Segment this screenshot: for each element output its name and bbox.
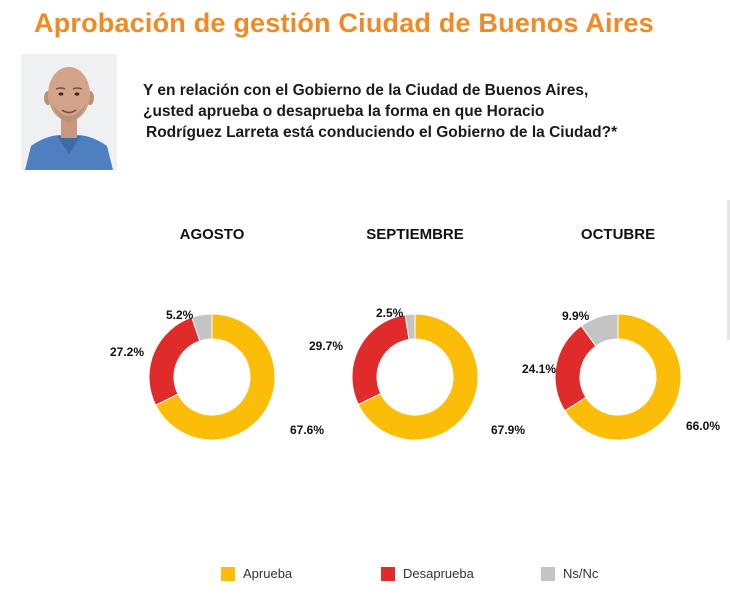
legend-label-aprueba: Aprueba	[243, 566, 293, 581]
survey-question: Y en relación con el Gobierno de la Ciud…	[143, 80, 703, 143]
page-title: Aprobación de gestión Ciudad de Buenos A…	[34, 8, 654, 38]
question-line-2: ¿usted aprueba o desaprueba la forma en …	[143, 103, 545, 120]
legend-label-nsnc: Ns/Nc	[563, 566, 599, 581]
question-line-1: Y en relación con el Gobierno de la Ciud…	[143, 82, 589, 99]
donut-slice-agosto-aprueba	[155, 313, 276, 441]
donut-slice-octubre-nsnc	[580, 313, 619, 347]
person-photo	[21, 54, 117, 170]
donut-slice-octubre-desaprueba	[554, 325, 597, 412]
legend-label-desaprueba: Desaprueba	[403, 566, 474, 581]
slice-label-agosto-aprueba: 67.6%	[290, 423, 324, 437]
person-photo-illustration	[21, 54, 117, 170]
donut-slice-agosto-nsnc	[191, 313, 213, 342]
legend-swatch-desaprueba	[381, 567, 395, 581]
slice-label-agosto-desaprueba: 27.2%	[110, 345, 144, 359]
slice-label-octubre-desaprueba: 24.1%	[522, 362, 556, 376]
slice-label-octubre-aprueba: 66.0%	[686, 419, 720, 433]
edge-divider	[727, 200, 730, 340]
chart-title-octubre: OCTUBRE	[580, 226, 656, 243]
legend: Aprueba Desaprueba Ns/Nc	[0, 566, 730, 586]
chart-title-septiembre: SEPTIEMBRE	[366, 226, 464, 243]
donut-slice-septiembre-desaprueba	[351, 314, 410, 406]
slice-label-septiembre-nsnc: 2.5%	[376, 306, 404, 320]
donut-slice-septiembre-aprueba	[357, 313, 479, 441]
chart-title-agosto: AGOSTO	[179, 226, 245, 243]
slice-label-agosto-nsnc: 5.2%	[166, 308, 194, 322]
slice-label-septiembre-aprueba: 67.9%	[491, 423, 525, 437]
donut-slice-octubre-aprueba	[564, 313, 682, 441]
slice-label-septiembre-desaprueba: 29.7%	[309, 339, 343, 353]
legend-swatch-nsnc	[541, 567, 555, 581]
donut-slice-agosto-desaprueba	[148, 316, 201, 406]
donut-slice-septiembre-nsnc	[404, 313, 416, 341]
legend-swatch-aprueba	[221, 567, 235, 581]
question-line-3: Rodríguez Larreta está conduciendo el Go…	[146, 124, 618, 141]
slice-label-octubre-nsnc: 9.9%	[562, 309, 590, 323]
